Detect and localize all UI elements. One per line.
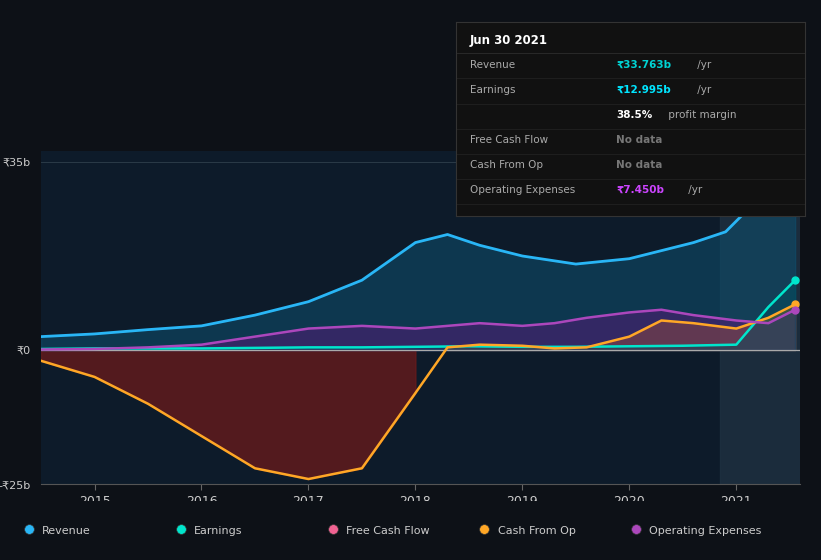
Text: Earnings: Earnings xyxy=(470,85,515,95)
Text: ₹12.995b: ₹12.995b xyxy=(616,85,671,95)
Text: No data: No data xyxy=(616,160,663,170)
Text: Cash From Op: Cash From Op xyxy=(498,526,576,535)
Text: No data: No data xyxy=(616,135,663,145)
Text: Revenue: Revenue xyxy=(470,59,515,69)
Text: Cash From Op: Cash From Op xyxy=(470,160,543,170)
Text: Earnings: Earnings xyxy=(194,526,242,535)
Text: Free Cash Flow: Free Cash Flow xyxy=(470,135,548,145)
Text: /yr: /yr xyxy=(695,59,712,69)
Text: 38.5%: 38.5% xyxy=(616,110,653,120)
Text: profit margin: profit margin xyxy=(665,110,736,120)
Text: ₹7.450b: ₹7.450b xyxy=(616,185,664,195)
Text: /yr: /yr xyxy=(685,185,702,195)
Text: ₹33.763b: ₹33.763b xyxy=(616,59,672,69)
Text: Jun 30 2021: Jun 30 2021 xyxy=(470,34,548,47)
Bar xyxy=(720,151,800,484)
Text: Free Cash Flow: Free Cash Flow xyxy=(346,526,429,535)
Text: Revenue: Revenue xyxy=(42,526,90,535)
Text: Operating Expenses: Operating Expenses xyxy=(470,185,575,195)
Text: Operating Expenses: Operating Expenses xyxy=(649,526,762,535)
Text: /yr: /yr xyxy=(695,85,712,95)
